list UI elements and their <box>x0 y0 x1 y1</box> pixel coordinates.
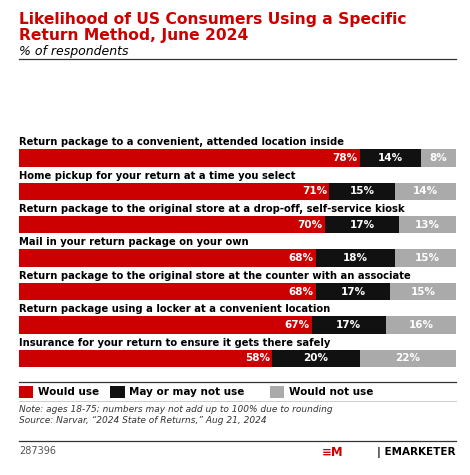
Bar <box>316 249 395 267</box>
Text: Return package to the original store at a drop-off, self-service kiosk: Return package to the original store at … <box>19 204 404 214</box>
Text: ≡M: ≡M <box>322 446 344 459</box>
Text: 18%: 18% <box>343 253 368 263</box>
Text: Likelihood of US Consumers Using a Specific: Likelihood of US Consumers Using a Speci… <box>19 12 406 27</box>
Text: Mail in your return package on your own: Mail in your return package on your own <box>19 238 249 247</box>
Bar <box>19 350 272 367</box>
Bar <box>386 316 456 333</box>
Text: Insurance for your return to ensure it gets there safely: Insurance for your return to ensure it g… <box>19 338 330 348</box>
Bar <box>421 149 456 167</box>
Text: 17%: 17% <box>336 320 361 330</box>
Text: 20%: 20% <box>304 353 329 363</box>
Text: 13%: 13% <box>415 220 440 230</box>
Bar <box>19 283 316 300</box>
Bar <box>399 216 456 234</box>
Text: Return package to a convenient, attended location inside: Return package to a convenient, attended… <box>19 137 344 147</box>
Bar <box>19 183 329 200</box>
Text: 17%: 17% <box>341 286 366 296</box>
Text: 58%: 58% <box>245 353 270 363</box>
Bar <box>395 249 460 267</box>
Text: 68%: 68% <box>289 253 314 263</box>
Text: 70%: 70% <box>298 220 322 230</box>
Text: 16%: 16% <box>408 320 433 330</box>
Text: Return package to the original store at the counter with an associate: Return package to the original store at … <box>19 271 411 281</box>
Bar <box>312 316 386 333</box>
Text: Would not use: Would not use <box>289 387 374 397</box>
Text: 287396: 287396 <box>19 446 56 456</box>
Text: Home pickup for your return at a time you select: Home pickup for your return at a time yo… <box>19 171 295 180</box>
Text: Source: Narvar, “2024 State of Returns,” Aug 21, 2024: Source: Narvar, “2024 State of Returns,”… <box>19 416 266 425</box>
Text: 15%: 15% <box>415 253 440 263</box>
Bar <box>360 350 456 367</box>
Bar <box>272 350 360 367</box>
Text: | EMARKETER: | EMARKETER <box>377 446 456 457</box>
Text: 8%: 8% <box>430 153 447 163</box>
Text: 14%: 14% <box>378 153 403 163</box>
Bar <box>19 249 316 267</box>
Bar <box>316 283 391 300</box>
Bar <box>325 216 399 234</box>
Bar <box>360 149 421 167</box>
Text: 71%: 71% <box>302 186 327 196</box>
Text: % of respondents: % of respondents <box>19 45 128 58</box>
Text: 68%: 68% <box>289 286 314 296</box>
Text: 78%: 78% <box>332 153 358 163</box>
Text: Note: ages 18-75; numbers may not add up to 100% due to rounding: Note: ages 18-75; numbers may not add up… <box>19 405 332 414</box>
Text: 17%: 17% <box>349 220 375 230</box>
Text: 14%: 14% <box>413 186 438 196</box>
Bar <box>391 283 456 300</box>
Text: 15%: 15% <box>411 286 436 296</box>
Text: Return Method, June 2024: Return Method, June 2024 <box>19 28 248 43</box>
Text: 22%: 22% <box>395 353 420 363</box>
Bar <box>19 316 312 333</box>
Text: Would use: Would use <box>38 387 99 397</box>
Bar <box>19 216 325 234</box>
Text: 67%: 67% <box>284 320 309 330</box>
Bar <box>329 183 395 200</box>
Bar <box>395 183 456 200</box>
Text: 15%: 15% <box>349 186 375 196</box>
Bar <box>19 149 360 167</box>
Text: Return package using a locker at a convenient location: Return package using a locker at a conve… <box>19 304 330 314</box>
Text: May or may not use: May or may not use <box>129 387 244 397</box>
